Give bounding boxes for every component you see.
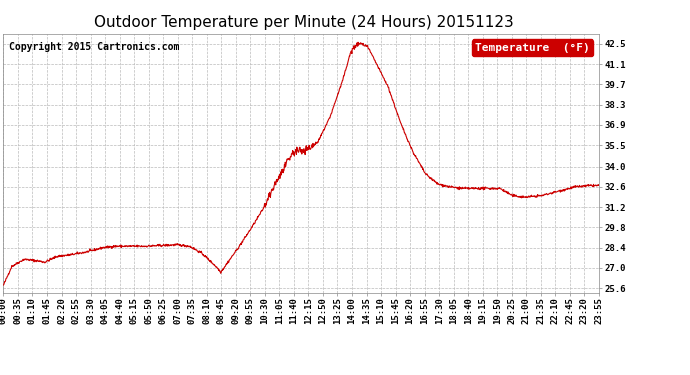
Text: Outdoor Temperature per Minute (24 Hours) 20151123: Outdoor Temperature per Minute (24 Hours…	[94, 15, 513, 30]
Legend: Temperature  (°F): Temperature (°F)	[472, 39, 593, 56]
Text: Copyright 2015 Cartronics.com: Copyright 2015 Cartronics.com	[10, 42, 180, 51]
